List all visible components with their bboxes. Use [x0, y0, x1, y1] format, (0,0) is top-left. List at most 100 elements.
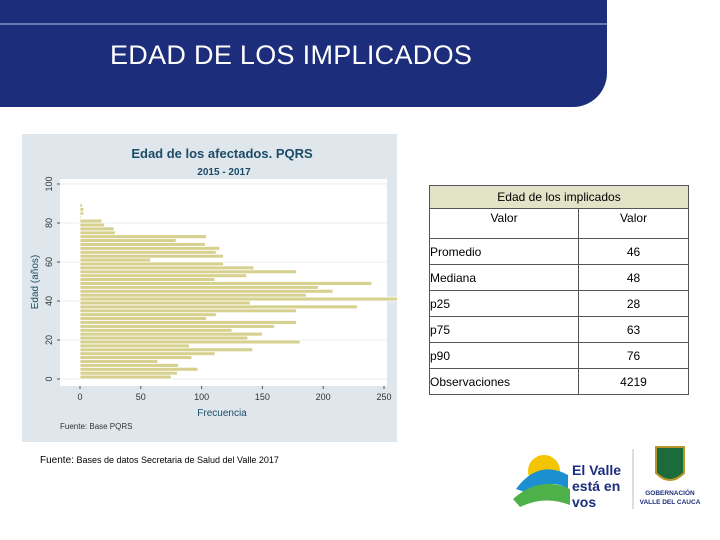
row-value: 46 [578, 238, 689, 265]
row-label: Observaciones [429, 368, 579, 395]
gov-line-2: VALLE DEL CAUCA [640, 499, 701, 506]
histogram-bar [79, 214, 82, 220]
gov-line-1: GOBERNACIÓN [645, 488, 695, 497]
wave-icon [516, 469, 568, 493]
table-row: Observaciones 4219 [429, 368, 689, 395]
histogram-bar [79, 343, 190, 349]
row-value: 48 [578, 264, 689, 291]
table-row: p75 63 [429, 316, 689, 343]
row-label: Mediana [429, 264, 579, 291]
y-tick-label: 20 [44, 335, 54, 345]
table-row: Mediana 48 [429, 264, 689, 291]
x-tick-label: 50 [136, 392, 146, 402]
histogram-bar [79, 203, 83, 208]
table-row: Promedio 46 [429, 238, 689, 265]
y-axis-label: Edad (años) [30, 255, 41, 309]
histogram-bar [79, 265, 255, 271]
histogram-bar [79, 308, 297, 314]
histogram-bar [79, 296, 397, 302]
x-tick-label: 150 [255, 392, 270, 402]
histogram-bar [79, 210, 85, 216]
row-label: p90 [429, 342, 579, 369]
title-banner [0, 0, 607, 107]
x-tick-label: 200 [316, 392, 331, 402]
row-value: 4219 [578, 368, 689, 395]
histogram-bar [79, 273, 247, 278]
table-col-header-1: Valor [429, 208, 579, 239]
y-tick-label: 40 [44, 296, 54, 306]
row-value: 76 [578, 342, 689, 369]
chart-title: Edad de los afectados. PQRS [131, 146, 313, 161]
histogram-bar [79, 226, 115, 232]
table-col-header-2: Valor [578, 208, 689, 239]
logo-line-3: vos [572, 494, 596, 510]
histogram-bar [79, 327, 233, 333]
histogram-bar [79, 362, 179, 368]
x-axis-label: Frecuencia [197, 408, 247, 419]
chart-subtitle: 2015 - 2017 [197, 167, 251, 178]
histogram-chart: Edad de los afectados. PQRS 2015 - 2017 … [22, 134, 397, 442]
statistics-table: Edad de los implicados Valor Valor Prome… [429, 185, 689, 395]
histogram-bar [79, 284, 319, 290]
source-text: Bases de datos Secretaria de Salud del V… [76, 455, 279, 465]
histogram-bar [79, 355, 193, 360]
histogram-bar [79, 320, 297, 325]
table-row: p25 28 [429, 290, 689, 317]
histogram-bar [79, 238, 177, 243]
histogram-bar [79, 218, 103, 224]
row-value: 28 [578, 290, 689, 317]
histogram-bar [79, 249, 217, 255]
chart-footnote: Fuente: Base PQRS [60, 422, 132, 431]
logo-line-2: está en [572, 478, 620, 494]
histogram-bar [79, 300, 251, 306]
histogram-bar [79, 335, 249, 341]
row-value: 63 [578, 316, 689, 343]
histogram-svg: Edad de los afectados. PQRS 2015 - 2017 … [30, 146, 397, 431]
row-label: p75 [429, 316, 579, 343]
histogram-bar [79, 269, 297, 275]
histogram-bar [79, 370, 178, 376]
histogram-bar [79, 304, 358, 310]
histogram-bar [79, 312, 217, 317]
table-title: Edad de los implicados [429, 185, 689, 209]
histogram-bar [79, 246, 221, 251]
hill-icon [513, 483, 570, 507]
histogram-bar [79, 277, 216, 282]
histogram-bar [79, 331, 263, 337]
histogram-bar [79, 374, 172, 380]
histogram-bar [79, 207, 85, 212]
coat-of-arms-icon [655, 446, 685, 481]
histogram-bar [79, 292, 307, 298]
histogram-bar [79, 288, 334, 294]
histogram-bar [79, 242, 206, 247]
y-tick-label: 0 [44, 376, 54, 381]
x-tick-label: 250 [376, 392, 391, 402]
histogram-bar [79, 281, 373, 286]
y-tick-label: 100 [44, 176, 54, 191]
histogram-bar [79, 366, 199, 372]
histogram-bar [79, 339, 301, 345]
table-row: p90 76 [429, 342, 689, 369]
logo-graphic: El Valle está en vos GOBERNACIÓN VALLE D… [513, 446, 701, 510]
histogram-bar [79, 351, 216, 356]
histogram-bar [79, 316, 207, 321]
histogram-bar [79, 234, 207, 239]
source-note: Fuente: Bases de datos Secretaria de Sal… [40, 455, 279, 466]
histogram-bar [79, 323, 275, 329]
row-label: Promedio [429, 238, 579, 265]
x-tick-label: 0 [77, 392, 82, 402]
histogram-bar [79, 347, 254, 353]
histogram-bar [79, 257, 151, 263]
histogram-bar [79, 261, 224, 267]
y-tick-label: 80 [44, 218, 54, 228]
histogram-bar [79, 253, 224, 259]
histogram-bar [79, 230, 116, 236]
row-label: p25 [429, 290, 579, 317]
histogram-bar [79, 222, 105, 228]
histogram-bar [79, 359, 159, 364]
y-tick-label: 60 [44, 257, 54, 267]
x-tick-label: 100 [194, 392, 209, 402]
source-label: Fuente: [40, 455, 74, 466]
banner-divider [0, 23, 607, 25]
logo-line-1: El Valle [572, 462, 621, 478]
